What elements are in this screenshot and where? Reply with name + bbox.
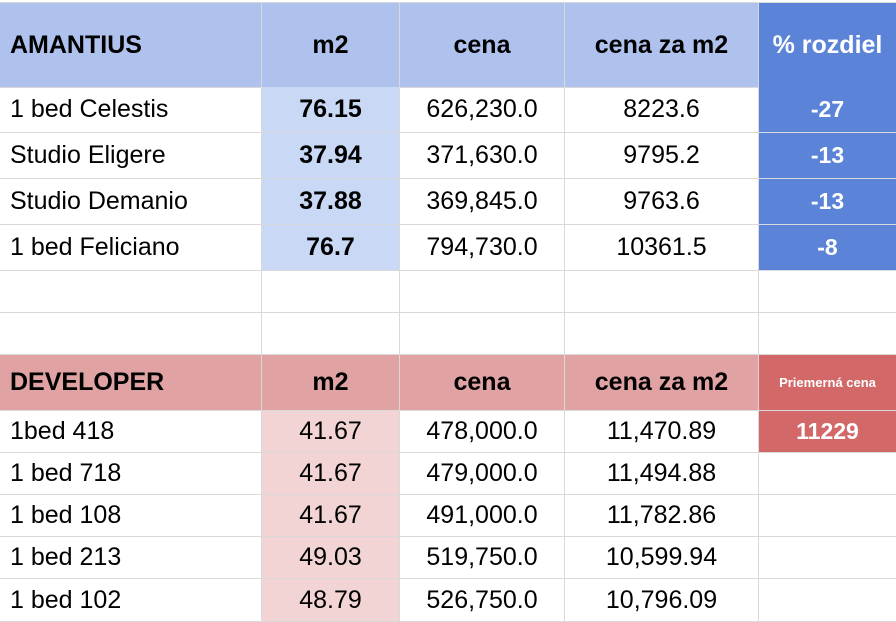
- amantius-name-cell[interactable]: 1 bed Feliciano: [0, 225, 262, 271]
- empty-cell[interactable]: [262, 271, 400, 313]
- amantius-name-cell[interactable]: Studio Eligere: [0, 133, 262, 179]
- table-row: Studio Demanio 37.88 369,845.0 9763.6 -1…: [0, 179, 896, 225]
- amantius-cena-cell[interactable]: 371,630.0: [400, 133, 565, 179]
- amantius-cena-header[interactable]: cena: [400, 3, 565, 88]
- empty-cell[interactable]: [565, 313, 759, 355]
- table-row: Studio Eligere 37.94 371,630.0 9795.2 -1…: [0, 133, 896, 179]
- developer-m2-cell[interactable]: 41.67: [262, 453, 400, 495]
- table-row: 1 bed Feliciano 76.7 794,730.0 10361.5 -…: [0, 225, 896, 271]
- amantius-name-cell[interactable]: 1 bed Celestis: [0, 87, 262, 133]
- developer-cena-za-m2-cell[interactable]: 10,796.09: [565, 579, 759, 622]
- amantius-rozdiel-header[interactable]: % rozdiel: [759, 3, 896, 88]
- developer-cena-header[interactable]: cena: [400, 355, 565, 411]
- empty-cell[interactable]: [759, 579, 896, 622]
- amantius-cena-cell[interactable]: 626,230.0: [400, 87, 565, 133]
- table-row: 1 bed 213 49.03 519,750.0 10,599.94: [0, 537, 896, 579]
- amantius-cena-za-m2-cell[interactable]: 9795.2: [565, 133, 759, 179]
- amantius-m2-cell[interactable]: 76.7: [262, 225, 400, 271]
- developer-name-cell[interactable]: 1 bed 718: [0, 453, 262, 495]
- developer-name-cell[interactable]: 1 bed 213: [0, 537, 262, 579]
- amantius-title-cell[interactable]: AMANTIUS: [0, 3, 262, 88]
- empty-row: [0, 271, 896, 313]
- amantius-rozdiel-cell[interactable]: -13: [759, 133, 896, 179]
- empty-cell[interactable]: [0, 271, 262, 313]
- table-row: 1 bed 718 41.67 479,000.0 11,494.88: [0, 453, 896, 495]
- empty-row: [0, 313, 896, 355]
- developer-cena-cell[interactable]: 479,000.0: [400, 453, 565, 495]
- developer-m2-cell[interactable]: 49.03: [262, 537, 400, 579]
- developer-avg-label[interactable]: Priemerná cena: [759, 355, 896, 411]
- empty-cell[interactable]: [759, 537, 896, 579]
- table-row: 1 bed 102 48.79 526,750.0 10,796.09: [0, 579, 896, 622]
- developer-cena-cell[interactable]: 491,000.0: [400, 495, 565, 537]
- table-row: 1 bed 108 41.67 491,000.0 11,782.86: [0, 495, 896, 537]
- developer-name-cell[interactable]: 1 bed 108: [0, 495, 262, 537]
- developer-cena-za-m2-cell[interactable]: 11,782.86: [565, 495, 759, 537]
- developer-name-cell[interactable]: 1bed 418: [0, 411, 262, 453]
- amantius-m2-header[interactable]: m2: [262, 3, 400, 88]
- empty-cell[interactable]: [759, 271, 896, 313]
- amantius-cena-za-m2-cell[interactable]: 8223.6: [565, 87, 759, 133]
- amantius-cena-za-m2-cell[interactable]: 9763.6: [565, 179, 759, 225]
- developer-cena-za-m2-cell[interactable]: 10,599.94: [565, 537, 759, 579]
- developer-name-cell[interactable]: 1 bed 102: [0, 579, 262, 622]
- amantius-m2-cell[interactable]: 37.94: [262, 133, 400, 179]
- developer-cena-cell[interactable]: 526,750.0: [400, 579, 565, 622]
- empty-cell[interactable]: [400, 313, 565, 355]
- developer-header-row: DEVELOPER m2 cena cena za m2 Priemerná c…: [0, 355, 896, 411]
- empty-cell[interactable]: [400, 271, 565, 313]
- amantius-m2-cell[interactable]: 37.88: [262, 179, 400, 225]
- amantius-m2-cell[interactable]: 76.15: [262, 87, 400, 133]
- amantius-cena-cell[interactable]: 794,730.0: [400, 225, 565, 271]
- amantius-cena-za-m2-header[interactable]: cena za m2: [565, 3, 759, 88]
- developer-cena-za-m2-header[interactable]: cena za m2: [565, 355, 759, 411]
- developer-cena-cell[interactable]: 519,750.0: [400, 537, 565, 579]
- amantius-rozdiel-cell[interactable]: -13: [759, 179, 896, 225]
- empty-cell[interactable]: [0, 313, 262, 355]
- table-row: 1 bed Celestis 76.15 626,230.0 8223.6 -2…: [0, 87, 896, 133]
- developer-m2-cell[interactable]: 48.79: [262, 579, 400, 622]
- amantius-rozdiel-cell[interactable]: -27: [759, 87, 896, 133]
- developer-cena-cell[interactable]: 478,000.0: [400, 411, 565, 453]
- developer-m2-cell[interactable]: 41.67: [262, 411, 400, 453]
- empty-cell[interactable]: [759, 495, 896, 537]
- developer-title-cell[interactable]: DEVELOPER: [0, 355, 262, 411]
- amantius-cena-cell[interactable]: 369,845.0: [400, 179, 565, 225]
- amantius-name-cell[interactable]: Studio Demanio: [0, 179, 262, 225]
- amantius-header-row: AMANTIUS m2 cena cena za m2 % rozdiel: [0, 2, 896, 88]
- empty-cell[interactable]: [759, 453, 896, 495]
- empty-cell[interactable]: [565, 271, 759, 313]
- developer-m2-cell[interactable]: 41.67: [262, 495, 400, 537]
- empty-cell[interactable]: [262, 313, 400, 355]
- developer-avg-value[interactable]: 11229: [759, 411, 896, 453]
- developer-cena-za-m2-cell[interactable]: 11,494.88: [565, 453, 759, 495]
- developer-m2-header[interactable]: m2: [262, 355, 400, 411]
- amantius-rozdiel-cell[interactable]: -8: [759, 225, 896, 271]
- table-row: 1bed 418 41.67 478,000.0 11,470.89 11229: [0, 411, 896, 453]
- amantius-cena-za-m2-cell[interactable]: 10361.5: [565, 225, 759, 271]
- empty-cell[interactable]: [759, 313, 896, 355]
- developer-cena-za-m2-cell[interactable]: 11,470.89: [565, 411, 759, 453]
